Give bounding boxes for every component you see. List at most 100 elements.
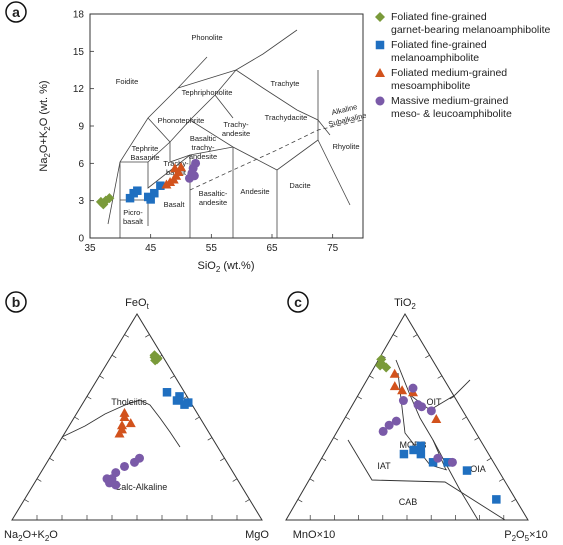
panel-b-badge [5,291,27,313]
panel-a: a Phonolite Foidite Tephriphonolite [5,1,551,274]
tas-point [104,193,115,204]
tas-field-labels: Phonolite Foidite Tephriphonolite Trachy… [116,33,368,226]
mnp-tick [437,375,443,379]
tas-data-points [95,158,201,210]
afm-point [152,353,163,364]
label-phonotephrite: Phonotephrite [158,116,205,125]
tas-x-tick-label: 55 [206,243,218,254]
mnp-tick [333,437,339,441]
tas-axes: 35 45 55 65 75 0 3 6 9 12 15 18 [73,10,339,255]
mnp-point [399,449,409,459]
afm-tick [207,437,213,441]
afm-tick [74,416,79,420]
mnp-field-cab: CAB [399,497,418,507]
mnp-point [408,383,418,393]
afm-tick [220,457,225,462]
label-rhyolite: Rhyolite [332,142,359,151]
tas-boundary-rhyolite [317,139,351,206]
legend-marker-diamond [375,12,385,22]
afm-tick [145,334,150,338]
tas-x-tick-label: 75 [327,243,339,254]
mnp-boundary-iat [347,439,506,521]
afm-tick [86,396,92,400]
tas-boundary-trachyte [235,69,331,136]
afm-tick [170,375,175,379]
legend-label: Massive medium-grained [391,95,508,107]
tas-point [169,163,180,173]
panel-c: c OIT MORB IAT OIA CAB TiO2 MnO×10 P2O5×… [285,291,548,543]
label-bta-1: Basaltic [190,134,217,143]
tas-x-axis-label: SiO2 (wt.%) [197,260,254,274]
afm-tick [232,478,238,482]
mnp-point [416,441,426,451]
legend-label: melanoamphibolite [391,52,479,64]
legend-label: Foliated fine-grained [391,39,487,51]
mnp-point [389,381,400,391]
afm-tick [49,457,54,462]
label-bta-2: trachy- [192,143,215,152]
afm-tick [245,499,250,503]
tas-boundary-basalt-top [147,146,234,189]
label-trachyandesite-2: andesite [222,129,250,138]
mnp-point [417,402,427,412]
label-dacite: Dacite [289,181,310,190]
legend-label: Foliated fine-grained [391,11,487,23]
tas-x-tick-label: 45 [145,243,157,254]
mnp-point [443,458,452,467]
panel-b-letter: b [12,294,21,310]
tas-y-tick-label: 12 [73,84,85,95]
mnp-point [428,458,438,467]
mnp-apex-right: P2O5×10 [504,529,547,543]
label-trachyandesite-1: Trachy- [223,120,249,129]
mnp-tick [412,334,418,338]
afm-tick [36,478,42,482]
label-andesite: Andesite [240,187,269,196]
mnp-field-boundaries [347,359,506,521]
tas-boundary-inner-c [214,94,234,119]
tas-y-tick-label: 18 [73,10,85,21]
tas-alkaline-subalkaline-divider [189,119,364,191]
afm-tick [124,334,129,338]
mnp-tick [321,457,327,462]
legend-label: Foliated medium-grained [391,67,507,79]
mnp-point [426,406,436,416]
afm-boundary-curve [61,399,181,448]
tas-x-tick-label: 65 [266,243,278,254]
afm-field-calc-alkaline: Calc-Alkaline [115,482,168,492]
mnp-point [447,457,457,467]
mnp-tick [449,396,455,400]
afm-tick [195,416,200,420]
mnp-field-oit: OIT [427,397,443,407]
mnp-triangle [285,313,529,521]
afm-apex-left: Na2O+K2O [4,529,58,543]
afm-point [130,457,139,467]
mnp-ticks [297,334,516,520]
mnp-point [409,445,418,455]
tas-y-tick-label: 15 [73,47,85,58]
mnp-point [381,362,392,373]
afm-tick [24,499,29,503]
afm-point [162,388,172,397]
tas-boundary-inner-b [189,119,319,171]
tas-point [146,195,155,204]
afm-data-points [102,350,193,490]
mnp-tick [392,334,398,338]
label-phonolite: Phonolite [191,33,222,42]
label-foidite: Foidite [116,77,139,86]
mnp-boundary-oia [432,439,479,521]
panel-c-letter: c [294,294,302,310]
tas-boundary-inner-a [147,117,171,143]
mnp-tick [357,396,362,400]
afm-point [172,396,182,405]
panel-a-badge [5,1,27,23]
legend-marker-triangle [375,68,385,77]
label-basanite-1: Tephrite [132,144,159,153]
mnp-apex-left: MnO×10 [293,529,336,541]
tas-boundary-trachybasalt [169,142,191,163]
afm-point [120,461,129,471]
tas-point [191,158,201,168]
afm-point [114,428,125,438]
label-basalt: Basalt [164,200,186,209]
tas-y-tick-label: 6 [78,159,84,170]
